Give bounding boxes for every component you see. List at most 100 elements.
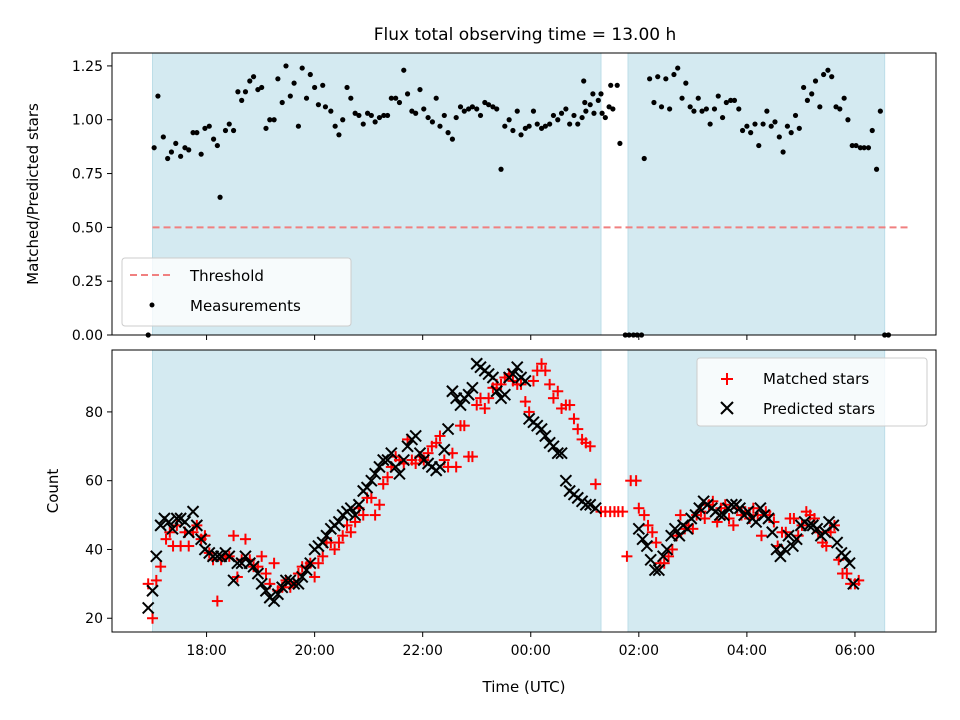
- measurement-point: [194, 130, 200, 136]
- matched-star-point: [333, 537, 345, 549]
- matched-star-point: [256, 550, 268, 562]
- bottom-ylabel: Count: [44, 469, 62, 514]
- matched-star-point: [527, 375, 539, 387]
- measurement-point: [764, 108, 770, 114]
- measurement-point: [695, 95, 701, 101]
- matched-star-point: [312, 557, 324, 569]
- predicted-star-point: [271, 587, 285, 601]
- measurement-point: [348, 95, 354, 101]
- matched-star-point: [317, 550, 329, 562]
- predicted-star-point: [247, 560, 260, 573]
- measurement-point: [703, 106, 709, 112]
- x-tick-label: 06:00: [835, 643, 875, 659]
- measurement-point: [165, 155, 171, 162]
- predicted-star-point: [304, 557, 317, 570]
- y-tick-label: 80: [85, 405, 103, 421]
- measurement-point: [421, 106, 427, 112]
- predicted-star-point: [555, 446, 568, 460]
- matched-star-point: [663, 550, 675, 562]
- y-tick-label: 1.25: [72, 59, 103, 75]
- measurement-point: [595, 97, 601, 103]
- predicted-star-point: [786, 539, 800, 553]
- matched-star-point: [239, 533, 251, 545]
- measurement-point: [744, 123, 750, 129]
- measurement-point: [160, 134, 166, 140]
- measurement-point: [772, 119, 778, 125]
- measurement-point: [429, 119, 436, 125]
- measurement-point: [514, 108, 520, 114]
- measurement-point: [760, 121, 766, 127]
- measurement-point: [845, 117, 851, 123]
- measurement-point: [590, 91, 596, 97]
- matched-star-point: [642, 519, 654, 531]
- top-ylabel: Matched/Predicted stars: [24, 103, 42, 285]
- measurement-point: [393, 95, 399, 101]
- measurement-point: [372, 119, 378, 125]
- measurement-point: [647, 76, 653, 82]
- matched-star-point: [183, 540, 195, 552]
- matched-star-point: [621, 550, 633, 562]
- measurement-point: [792, 112, 799, 119]
- measurement-point: [206, 123, 212, 129]
- predicted-star-point: [466, 381, 479, 395]
- matched-star-point: [483, 392, 495, 404]
- measurement-point: [683, 80, 689, 86]
- predicted-star-point: [644, 553, 657, 566]
- predicted-star-point: [239, 550, 252, 563]
- predicted-star-point: [782, 529, 795, 542]
- measurement-point: [332, 123, 338, 129]
- measurement-point: [582, 99, 588, 106]
- measurement-point: [833, 104, 839, 110]
- matched-star-point: [707, 495, 719, 507]
- measurement-point: [581, 78, 587, 84]
- measurement-point: [768, 123, 774, 129]
- matched-star-point: [552, 385, 564, 397]
- x-tick-label: 18:00: [186, 643, 226, 659]
- x-tick-label: 22:00: [403, 643, 443, 659]
- predicted-star-point: [839, 550, 852, 563]
- measurement-point: [247, 78, 253, 84]
- measurement-point: [651, 99, 657, 106]
- predicted-star-point: [251, 567, 265, 580]
- measurement-point: [667, 106, 673, 112]
- matched-star-point: [345, 526, 357, 538]
- measurement-point: [837, 106, 843, 112]
- matched-star-point: [337, 530, 349, 542]
- predicted-star-point: [438, 443, 451, 456]
- matched-star-point: [382, 471, 394, 483]
- predicted-star-point: [211, 550, 224, 563]
- predicted-star-point: [486, 371, 500, 384]
- matched-star-point: [471, 399, 483, 411]
- matched-star-point: [434, 430, 446, 442]
- matched-star-point: [646, 526, 658, 538]
- predicted-star-point: [632, 522, 646, 536]
- measurement-point: [155, 93, 161, 99]
- predicted-star-point: [255, 577, 268, 591]
- measurement-point: [279, 99, 285, 106]
- measurement-point: [168, 149, 175, 155]
- measurement-point: [469, 104, 475, 110]
- matched-star-point: [853, 574, 865, 586]
- top-legend: Threshold Measurements: [121, 257, 352, 327]
- predicted-star-point: [689, 508, 702, 522]
- measurement-point: [352, 110, 358, 116]
- measurement-point: [202, 125, 208, 131]
- predicted-star-point: [810, 522, 824, 536]
- predicted-star-point: [506, 367, 520, 381]
- y-tick-label: 1.00: [72, 113, 103, 129]
- measurement-point: [558, 110, 565, 116]
- measurement-point: [804, 97, 811, 103]
- predicted-star-point: [766, 526, 779, 539]
- matched-star-point: [357, 509, 369, 521]
- measurement-point: [608, 82, 614, 88]
- measurement-point: [263, 125, 269, 131]
- matched-star-point: [650, 537, 662, 549]
- measurement-point: [575, 121, 581, 127]
- matched-star-point: [466, 451, 478, 463]
- measurement-point: [474, 106, 480, 112]
- predicted-star-point: [292, 577, 305, 591]
- matched-star-point: [155, 561, 167, 573]
- measurement-point: [315, 102, 322, 108]
- predicted-star-point: [551, 446, 564, 460]
